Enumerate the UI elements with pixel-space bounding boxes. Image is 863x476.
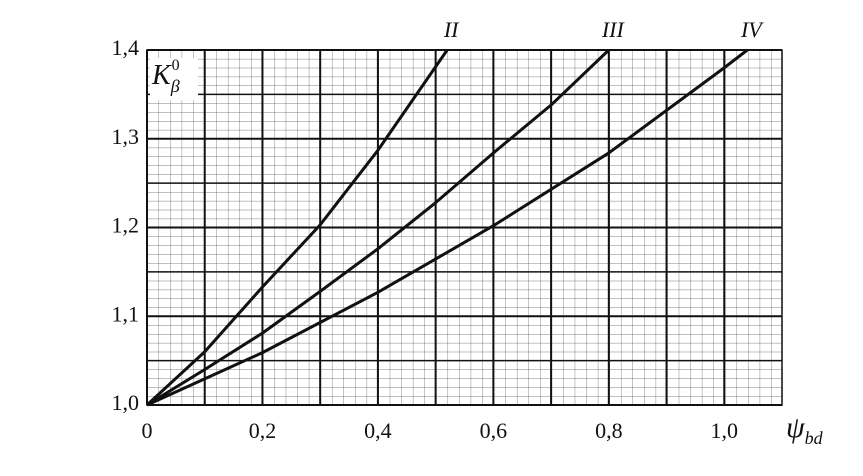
y-tick-label: 1,4	[112, 35, 140, 60]
y-tick-label: 1,0	[112, 390, 140, 415]
x-tick-label: 0,4	[364, 418, 392, 443]
y-axis-label: Kβ 0	[151, 57, 180, 96]
x-tick-label: 0,2	[249, 418, 277, 443]
curve-label: III	[601, 17, 626, 42]
curve-label: IV	[740, 17, 764, 42]
y-tick-label: 1,2	[112, 213, 140, 238]
y-label-sub: β	[170, 76, 180, 96]
y-label-bg	[150, 58, 198, 100]
x-label-base: ψ	[786, 411, 806, 444]
curve	[146, 48, 749, 407]
y-tick-label: 1,1	[112, 301, 140, 326]
y-label-base: K	[151, 60, 172, 91]
y-label-sup: 0	[172, 57, 180, 74]
x-tick-label: 0	[142, 418, 153, 443]
x-label-sub: bd	[805, 428, 824, 448]
x-axis-label: ψbd	[786, 411, 824, 448]
curve	[145, 49, 449, 407]
x-tick-label: 0,8	[595, 418, 623, 443]
x-tick-label: 1,0	[711, 418, 739, 443]
y-tick-label: 1,3	[112, 124, 140, 149]
curve-label: II	[443, 17, 460, 42]
x-tick-label: 0,6	[480, 418, 508, 443]
curve	[146, 48, 610, 407]
